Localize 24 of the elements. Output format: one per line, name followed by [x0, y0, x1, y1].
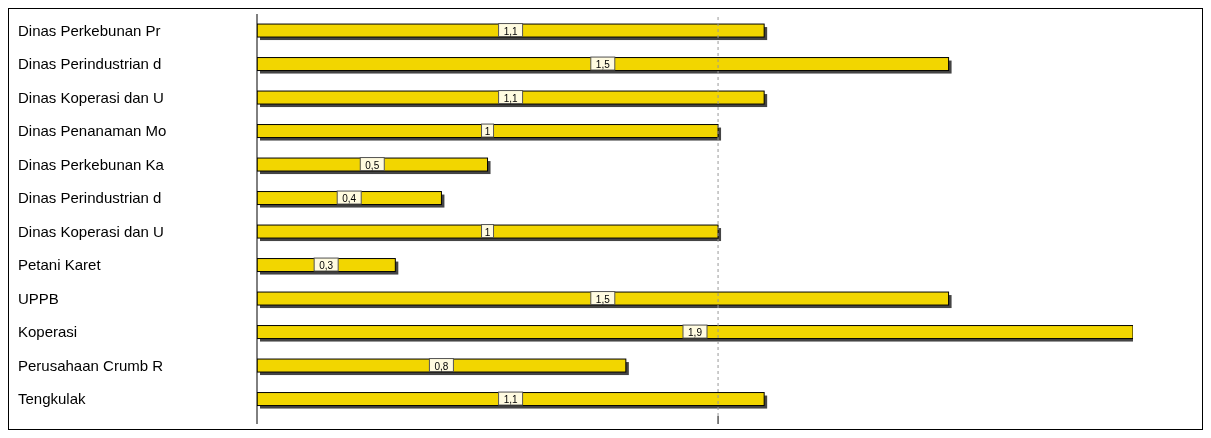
data-label: 1,9 [688, 327, 703, 339]
y-tick-label: Petani Karet [18, 256, 102, 274]
data-label: 1,5 [595, 293, 611, 305]
y-tick-label: Dinas Perindustrian d [18, 55, 162, 73]
data-label: 1,1 [503, 25, 518, 37]
y-tick-label: Perusahaan Crumb R [18, 356, 164, 374]
data-label: 1,1 [503, 394, 518, 406]
data-label: 0,5 [365, 159, 380, 171]
y-tick-label: Dinas Penanaman Mo [18, 122, 167, 140]
y-tick-label: Dinas Koperasi dan U [18, 222, 164, 240]
y-tick-label: UPPB [18, 289, 59, 307]
y-tick-label: Dinas Perindustrian d [18, 189, 162, 207]
y-tick-label: Koperasi [18, 323, 78, 341]
y-tick-label: Dinas Perkebunan Ka [18, 155, 165, 173]
data-label: 0,4 [342, 193, 357, 205]
y-tick-label: Dinas Perkebunan Pr [18, 21, 161, 39]
data-label: 1,5 [595, 59, 611, 71]
data-label: 1,1 [503, 92, 518, 104]
y-tick-label: Tengkulak [18, 390, 87, 408]
data-label: 0,3 [319, 260, 334, 272]
y-tick-label: Dinas Koperasi dan U [18, 88, 164, 106]
data-label: 1 [484, 126, 491, 138]
data-label: 0,8 [434, 360, 449, 372]
data-label: 1 [484, 226, 491, 238]
